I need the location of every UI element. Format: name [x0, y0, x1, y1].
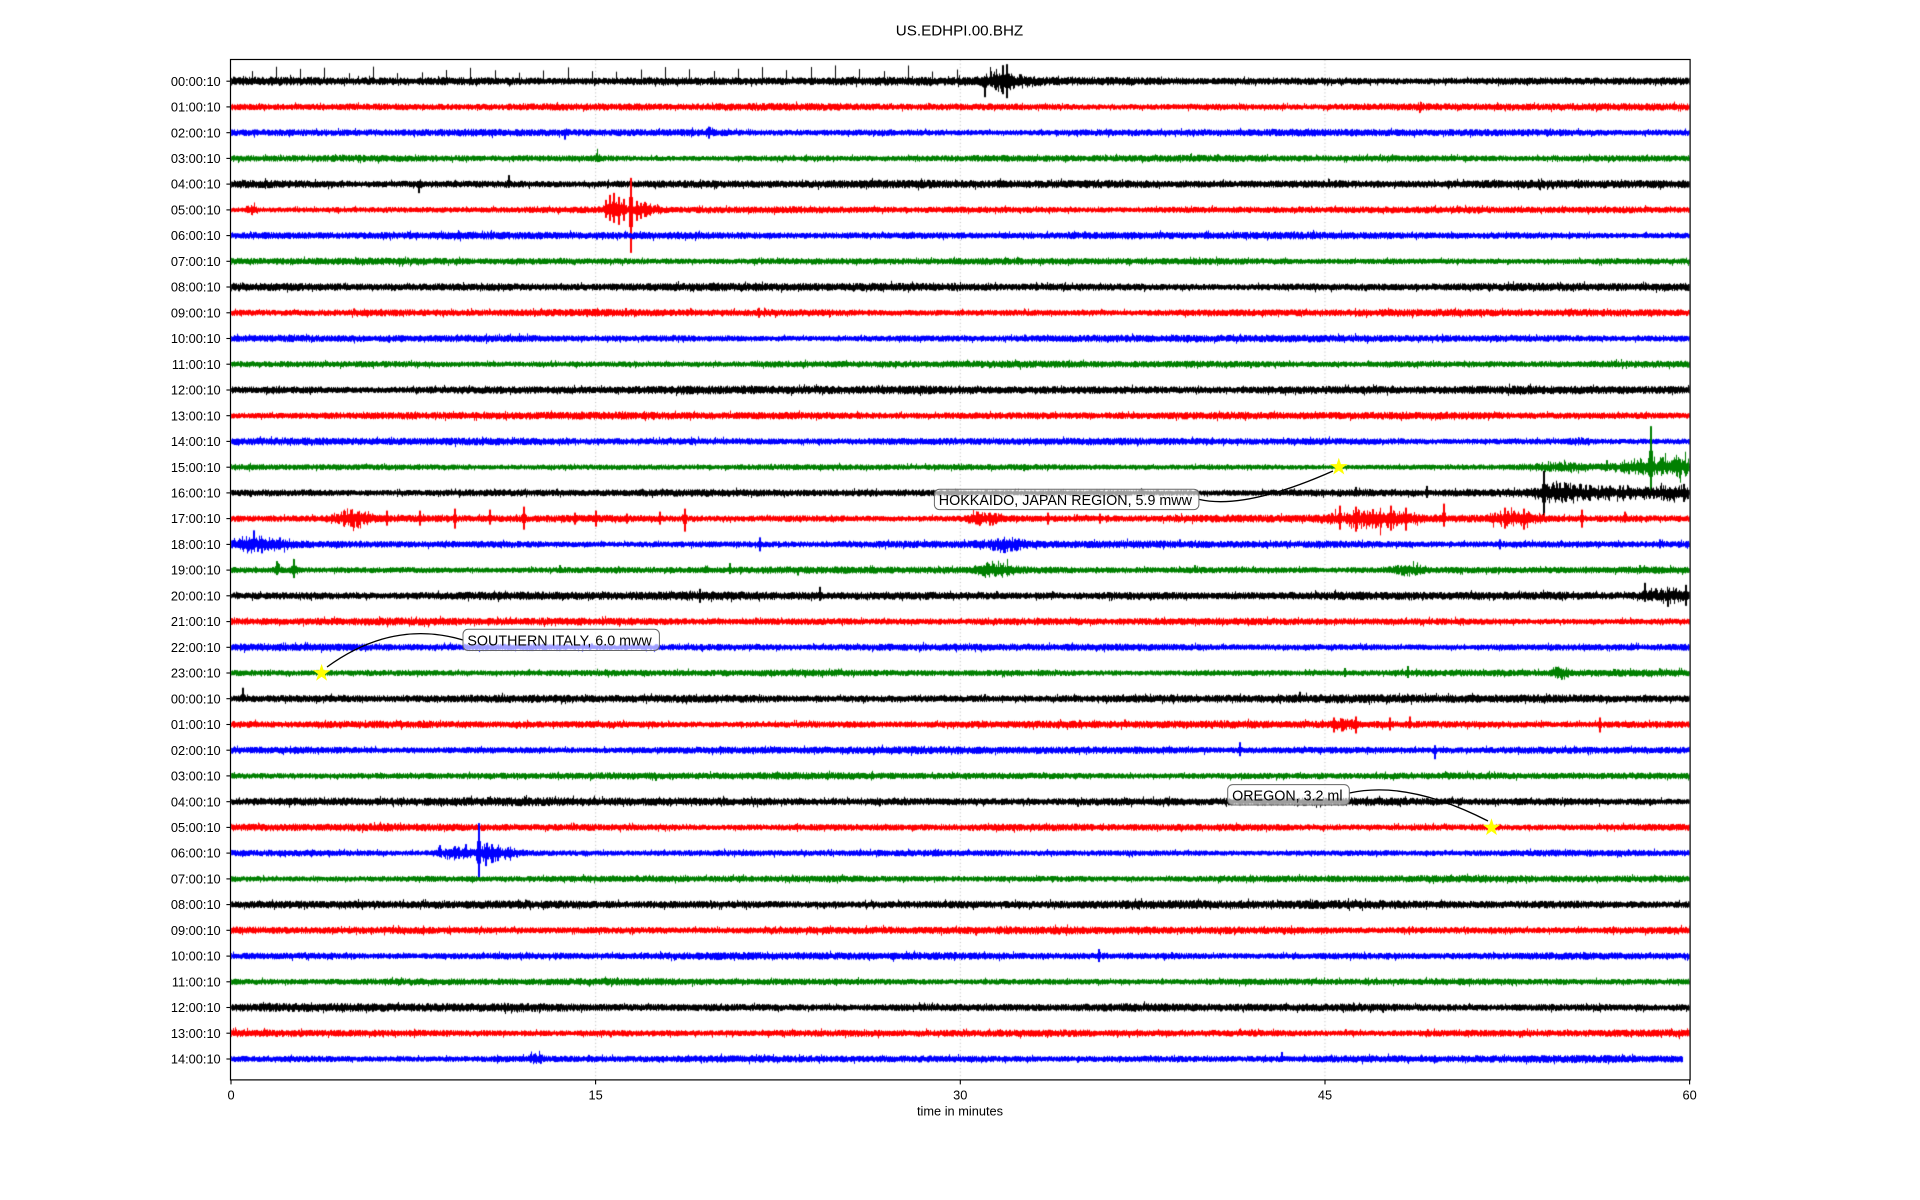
- svg-text:US.EDHPI.00.BHZ: US.EDHPI.00.BHZ: [896, 22, 1023, 39]
- svg-text:time in minutes: time in minutes: [917, 1103, 1003, 1118]
- svg-text:09:00:10: 09:00:10: [171, 305, 221, 320]
- svg-text:13:00:10: 13:00:10: [171, 408, 221, 423]
- svg-text:05:00:10: 05:00:10: [171, 820, 221, 835]
- svg-text:04:00:10: 04:00:10: [171, 794, 221, 809]
- svg-text:11:00:10: 11:00:10: [172, 357, 221, 372]
- svg-text:01:00:10: 01:00:10: [171, 717, 221, 732]
- svg-text:09:00:10: 09:00:10: [171, 923, 221, 938]
- svg-text:19:00:10: 19:00:10: [171, 563, 221, 578]
- svg-text:22:00:10: 22:00:10: [171, 640, 221, 655]
- svg-text:15:00:10: 15:00:10: [171, 460, 221, 475]
- svg-text:HOKKAIDO, JAPAN REGION, 5.9 mw: HOKKAIDO, JAPAN REGION, 5.9 mww: [939, 493, 1193, 509]
- svg-text:06:00:10: 06:00:10: [171, 228, 221, 243]
- svg-text:12:00:10: 12:00:10: [171, 383, 221, 398]
- svg-text:04:00:10: 04:00:10: [171, 177, 221, 192]
- svg-text:21:00:10: 21:00:10: [171, 614, 221, 629]
- svg-text:02:00:10: 02:00:10: [171, 125, 221, 140]
- svg-text:15: 15: [588, 1087, 602, 1102]
- svg-text:17:00:10: 17:00:10: [171, 511, 221, 526]
- svg-text:OREGON, 3.2 ml: OREGON, 3.2 ml: [1232, 789, 1342, 805]
- svg-text:10:00:10: 10:00:10: [171, 949, 221, 964]
- svg-text:23:00:10: 23:00:10: [171, 666, 221, 681]
- svg-text:12:00:10: 12:00:10: [171, 1000, 221, 1015]
- svg-text:00:00:10: 00:00:10: [171, 691, 221, 706]
- svg-text:02:00:10: 02:00:10: [171, 743, 221, 758]
- svg-text:20:00:10: 20:00:10: [171, 588, 221, 603]
- svg-text:08:00:10: 08:00:10: [171, 897, 221, 912]
- svg-text:01:00:10: 01:00:10: [171, 100, 221, 115]
- svg-text:08:00:10: 08:00:10: [171, 280, 221, 295]
- svg-text:05:00:10: 05:00:10: [171, 203, 221, 218]
- svg-text:06:00:10: 06:00:10: [171, 846, 221, 861]
- svg-text:03:00:10: 03:00:10: [171, 769, 221, 784]
- svg-text:07:00:10: 07:00:10: [171, 872, 221, 887]
- svg-text:14:00:10: 14:00:10: [171, 434, 221, 449]
- svg-text:45: 45: [1318, 1087, 1332, 1102]
- svg-text:03:00:10: 03:00:10: [171, 151, 221, 166]
- svg-text:16:00:10: 16:00:10: [171, 486, 221, 501]
- svg-text:0: 0: [227, 1087, 234, 1102]
- svg-text:07:00:10: 07:00:10: [171, 254, 221, 269]
- svg-text:10:00:10: 10:00:10: [171, 331, 221, 346]
- svg-text:11:00:10: 11:00:10: [172, 974, 221, 989]
- svg-text:SOUTHERN ITALY, 6.0 mww: SOUTHERN ITALY, 6.0 mww: [467, 634, 652, 650]
- svg-text:14:00:10: 14:00:10: [171, 1052, 221, 1067]
- svg-text:13:00:10: 13:00:10: [171, 1026, 221, 1041]
- svg-text:30: 30: [953, 1087, 967, 1102]
- svg-text:18:00:10: 18:00:10: [171, 537, 221, 552]
- svg-text:60: 60: [1682, 1087, 1696, 1102]
- svg-text:00:00:10: 00:00:10: [171, 74, 221, 89]
